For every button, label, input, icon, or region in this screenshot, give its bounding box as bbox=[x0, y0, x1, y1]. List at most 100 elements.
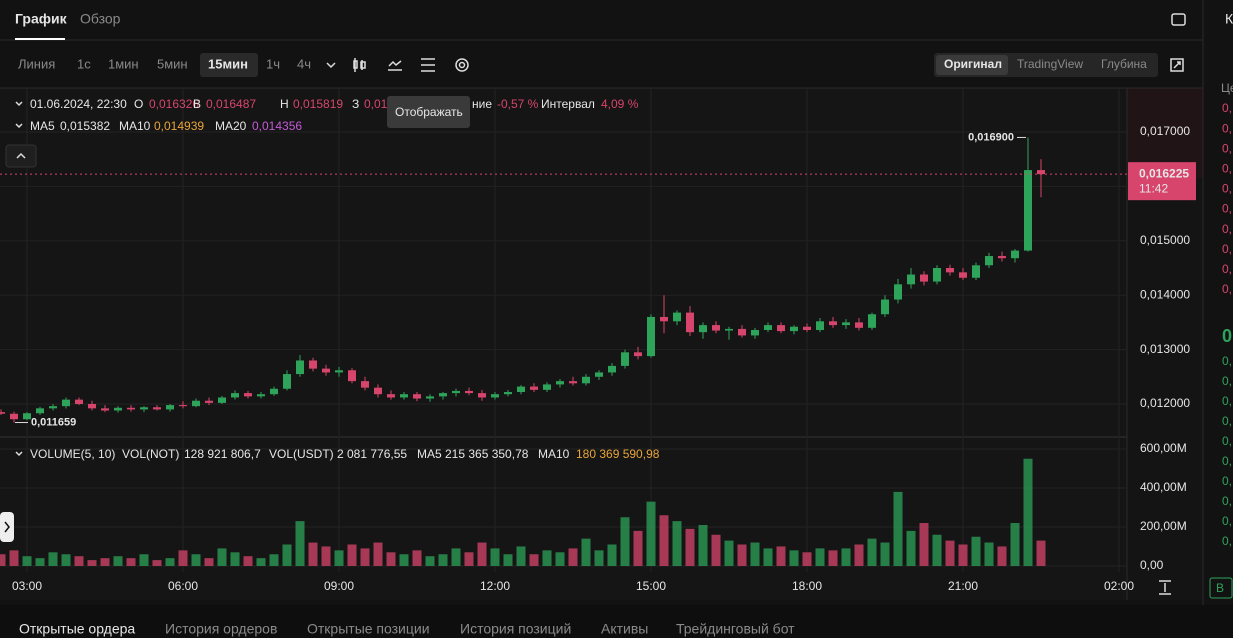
side-price: 0, bbox=[1222, 434, 1232, 448]
candle-body bbox=[647, 316, 655, 357]
legend-value: 0,015819 bbox=[293, 97, 343, 111]
timeframe[interactable]: 5мин bbox=[157, 56, 188, 71]
candle-body bbox=[530, 386, 538, 390]
candle-body bbox=[75, 399, 83, 404]
legend-label: В bbox=[193, 97, 201, 111]
volume-value: 180 369 590,98 bbox=[576, 447, 660, 461]
side-button[interactable] bbox=[1209, 577, 1233, 599]
y-tick-label: 0,017000 bbox=[1140, 124, 1190, 138]
candle-body bbox=[127, 407, 135, 410]
x-tick-label: 21:00 bbox=[948, 579, 978, 593]
expand-icon[interactable] bbox=[1170, 58, 1184, 72]
bottom-tab[interactable]: История ордеров bbox=[165, 621, 277, 637]
x-tick-label: 09:00 bbox=[324, 579, 354, 593]
scale-icon[interactable] bbox=[1159, 580, 1171, 595]
volume-value: 128 921 806,7 bbox=[184, 447, 261, 461]
dropdown-icon[interactable] bbox=[326, 62, 336, 69]
bottom-tab[interactable]: История позиций bbox=[460, 621, 571, 637]
view[interactable]: TradingView bbox=[1017, 57, 1083, 71]
candle-body bbox=[10, 413, 18, 420]
bottom-tab[interactable]: Активы bbox=[601, 621, 648, 637]
candle-body bbox=[569, 381, 577, 384]
candle-body bbox=[452, 390, 460, 394]
y2-tick-label: 200,00M bbox=[1140, 519, 1187, 533]
side-tab[interactable]: К bbox=[1225, 11, 1233, 27]
view[interactable]: Глубина bbox=[1101, 57, 1147, 71]
caret[interactable] bbox=[15, 451, 23, 457]
candle-body bbox=[608, 365, 616, 373]
side-price: 0, bbox=[1222, 202, 1232, 216]
candle-body bbox=[595, 372, 603, 377]
timeframe[interactable]: Линия bbox=[18, 56, 55, 71]
candle-body bbox=[751, 330, 759, 336]
timeframe[interactable]: 1мин bbox=[108, 56, 139, 71]
side-toggle[interactable] bbox=[0, 512, 14, 542]
last-price-label: 0,016225 bbox=[1139, 166, 1189, 180]
tooltip-text: Отображать bbox=[395, 105, 463, 119]
tab[interactable]: Обзор bbox=[80, 11, 121, 27]
ma-value: 0,015382 bbox=[60, 119, 110, 133]
x-tick-label: 15:00 bbox=[636, 579, 666, 593]
candle-body bbox=[0, 412, 5, 414]
candle-body bbox=[543, 384, 551, 390]
candle-body bbox=[673, 312, 681, 322]
tab[interactable]: График bbox=[15, 11, 68, 27]
candle-body bbox=[465, 390, 473, 394]
legend-value: 0,016487 bbox=[206, 97, 256, 111]
side-price: 0, bbox=[1222, 474, 1232, 488]
candle-body bbox=[738, 328, 746, 336]
bottom-bar bbox=[0, 605, 1233, 638]
bottom-tab[interactable]: Открытые ордера bbox=[19, 621, 135, 637]
candle-body bbox=[322, 368, 330, 373]
timeframe[interactable]: 1с bbox=[77, 56, 91, 71]
collapse-button[interactable] bbox=[5, 144, 37, 168]
candle-body bbox=[244, 393, 252, 397]
candle-icon[interactable] bbox=[353, 58, 366, 72]
timeframe[interactable]: 4ч bbox=[297, 56, 311, 71]
candle-body bbox=[140, 407, 148, 410]
side-price: 0, bbox=[1222, 161, 1232, 175]
candle-body bbox=[283, 374, 291, 389]
timeframe[interactable]: 1ч bbox=[266, 56, 280, 71]
caret[interactable] bbox=[15, 101, 23, 107]
candle-body bbox=[933, 267, 941, 282]
side-price: 0, bbox=[1222, 141, 1232, 155]
ma-value: 0,014939 bbox=[154, 119, 204, 133]
caret[interactable] bbox=[15, 123, 23, 129]
candle-body bbox=[998, 256, 1006, 259]
bottom-tab[interactable]: Трейдинговый бот bbox=[676, 621, 795, 637]
candle-body bbox=[270, 388, 278, 395]
side-price: 0, bbox=[1222, 222, 1232, 236]
side-price: 0, bbox=[1222, 394, 1232, 408]
side-price: 0, bbox=[1222, 101, 1232, 115]
icon[interactable] bbox=[1171, 13, 1186, 26]
indicator-icon[interactable] bbox=[388, 60, 402, 71]
settings-icon[interactable] bbox=[455, 58, 469, 72]
bottom-tab[interactable]: Открытые позиции bbox=[307, 621, 430, 637]
y2-tick-label: 400,00M bbox=[1140, 480, 1187, 494]
side-price: 0, bbox=[1222, 242, 1232, 256]
candle-body bbox=[491, 394, 499, 398]
side-price: 0, bbox=[1222, 354, 1232, 368]
x-tick-label: 12:00 bbox=[480, 579, 510, 593]
candle-body bbox=[894, 284, 902, 300]
side-price: 0, bbox=[1222, 182, 1232, 196]
candle-body bbox=[699, 325, 707, 333]
candle-body bbox=[907, 274, 915, 285]
candle-body bbox=[725, 328, 733, 331]
timeframe[interactable]: 15мин bbox=[208, 56, 248, 71]
candle-body bbox=[205, 400, 213, 403]
legend-label: Интервал bbox=[541, 97, 595, 111]
candle-body bbox=[842, 322, 850, 326]
x-tick-label: 06:00 bbox=[168, 579, 198, 593]
view[interactable]: Оригинал bbox=[944, 57, 1002, 71]
candle-body bbox=[361, 381, 369, 388]
list-icon[interactable] bbox=[421, 58, 435, 72]
side-toggle-icon bbox=[4, 521, 10, 533]
y-tick-label: 0,013000 bbox=[1140, 342, 1190, 356]
volume-label: VOL(NOT) bbox=[122, 447, 179, 461]
volume-value: 215 365 350,78 bbox=[445, 447, 529, 461]
candle-body bbox=[49, 406, 57, 409]
side-button-text[interactable]: B bbox=[1216, 581, 1224, 595]
candle-body bbox=[621, 352, 629, 366]
